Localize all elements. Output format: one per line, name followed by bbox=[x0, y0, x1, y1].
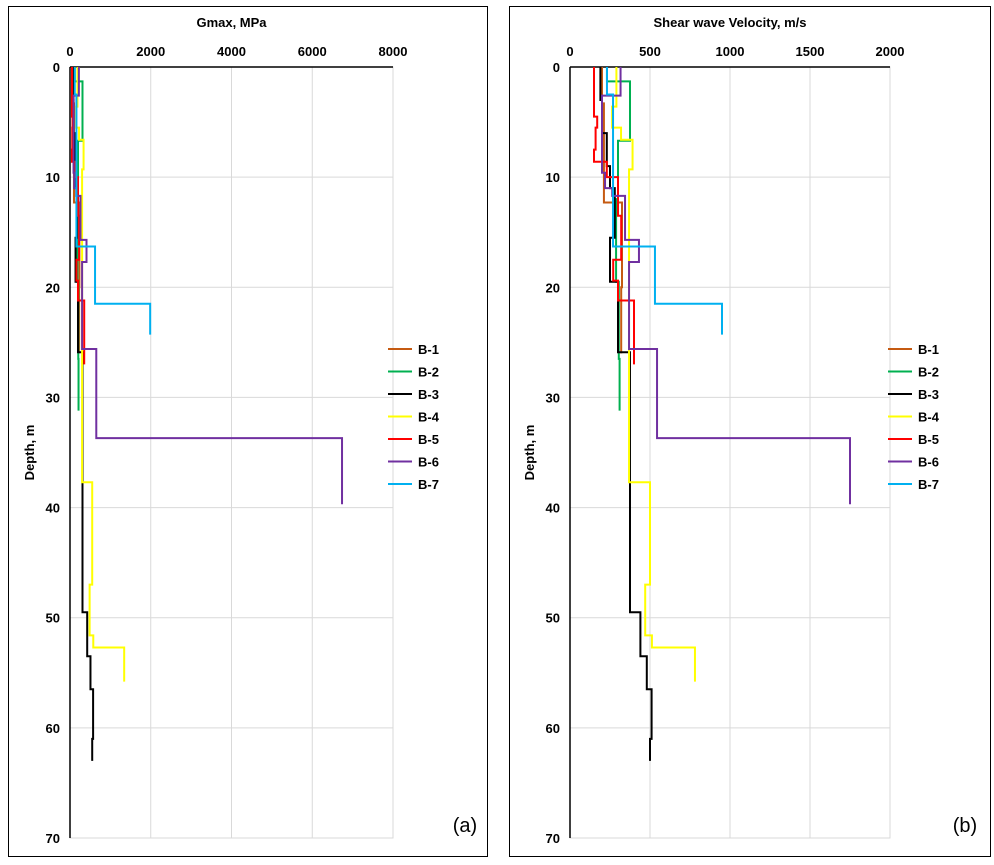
x-tick-label: 6000 bbox=[298, 44, 327, 59]
y-tick-label: 0 bbox=[553, 60, 560, 75]
panel-border bbox=[509, 6, 991, 857]
series-line-b-6 bbox=[72, 67, 344, 505]
y-tick-label: 50 bbox=[546, 611, 560, 626]
y-tick-label: 30 bbox=[46, 390, 60, 405]
y-tick-label: 70 bbox=[546, 831, 560, 846]
panel-label: (a) bbox=[453, 815, 477, 837]
y-tick-label: 70 bbox=[46, 831, 60, 846]
x-tick-label: 4000 bbox=[217, 44, 246, 59]
x-tick-label: 8000 bbox=[379, 44, 408, 59]
y-tick-label: 60 bbox=[46, 721, 60, 736]
chart-panel-a: 0 2000 4000 6000 8000 0 10 20 30 40 50 60 70 Gmax, MP… bbox=[8, 6, 488, 857]
legend-label: B-5 bbox=[918, 432, 939, 447]
y-tick-label: 40 bbox=[46, 501, 60, 516]
y-axis-title: Depth, m bbox=[522, 425, 537, 481]
y-tick-label: 50 bbox=[46, 611, 60, 626]
x-tick-label: 500 bbox=[639, 44, 661, 59]
series-line-b-7 bbox=[73, 67, 152, 335]
legend-label: B-2 bbox=[418, 365, 439, 380]
x-tick-label: 1500 bbox=[796, 44, 825, 59]
legend-label: B-4 bbox=[918, 410, 940, 425]
y-tick-label: 40 bbox=[546, 501, 560, 516]
panel-border bbox=[8, 6, 488, 857]
y-tick-label: 60 bbox=[546, 721, 560, 736]
legend-label: B-6 bbox=[918, 455, 939, 470]
series-line-b-3 bbox=[599, 67, 653, 761]
y-tick-label: 20 bbox=[546, 280, 560, 295]
x-tick-label: 2000 bbox=[136, 44, 165, 59]
legend-label: B-3 bbox=[418, 387, 439, 402]
y-tick-label: 10 bbox=[546, 170, 560, 185]
legend-label: B-6 bbox=[418, 455, 439, 470]
y-tick-label: 30 bbox=[546, 390, 560, 405]
legend-label: B-3 bbox=[918, 387, 939, 402]
y-tick-label: 10 bbox=[46, 170, 60, 185]
legend-label: B-4 bbox=[418, 410, 440, 425]
series-line-b-6 bbox=[601, 67, 851, 505]
y-tick-label: 20 bbox=[46, 280, 60, 295]
chart-panel-b: 0 500 1000 1500 2000 0 10 20 30 40 50 60 70 Shear wav… bbox=[509, 6, 991, 857]
legend-label: B-2 bbox=[918, 365, 939, 380]
legend-label: B-1 bbox=[918, 342, 939, 357]
legend-label: B-7 bbox=[918, 477, 939, 492]
legend-label: B-1 bbox=[418, 342, 439, 357]
x-axis-title: Shear wave Velocity, m/s bbox=[654, 15, 807, 30]
panel-label: (b) bbox=[953, 815, 977, 837]
x-tick-label: 0 bbox=[66, 44, 73, 59]
y-tick-label: 0 bbox=[53, 60, 60, 75]
y-axis-title: Depth, m bbox=[22, 425, 37, 481]
x-tick-label: 0 bbox=[566, 44, 573, 59]
x-tick-label: 2000 bbox=[876, 44, 905, 59]
series-line-b-7 bbox=[605, 67, 723, 335]
legend-label: B-5 bbox=[418, 432, 439, 447]
x-tick-label: 1000 bbox=[716, 44, 745, 59]
legend-label: B-7 bbox=[418, 477, 439, 492]
x-axis-title: Gmax, MPa bbox=[196, 15, 267, 30]
